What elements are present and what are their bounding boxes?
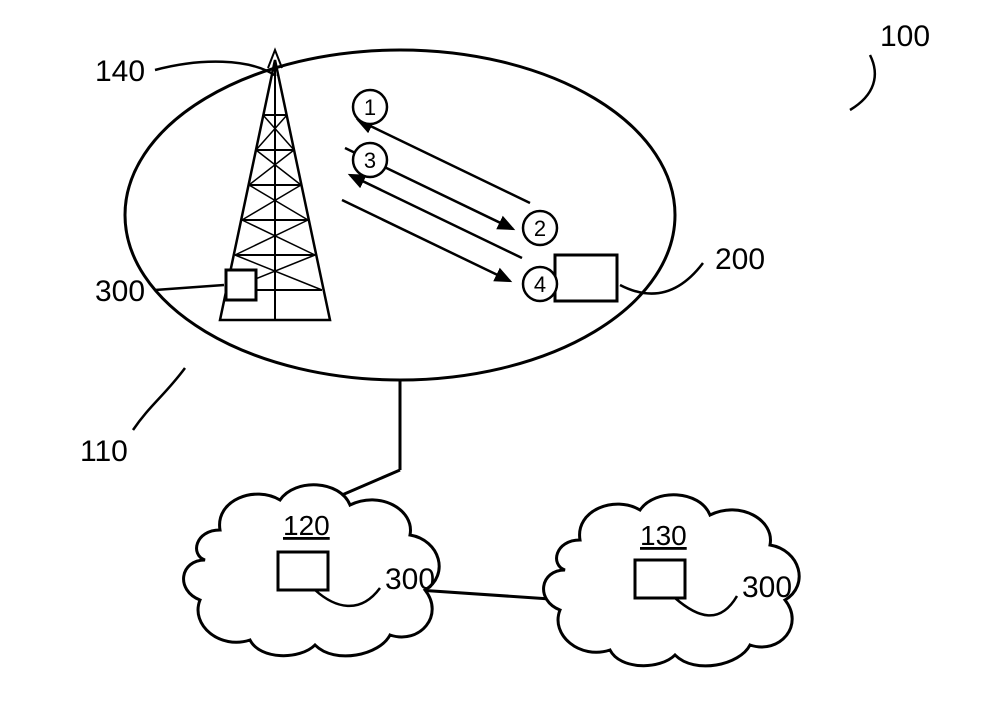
circled-2: 2 (523, 211, 557, 245)
label-cell: 110 (80, 435, 128, 469)
label-system: 100 (880, 20, 930, 54)
cloud-left-label: 120 (283, 510, 330, 541)
label-tower: 140 (95, 55, 145, 89)
circled-1: 1 (353, 90, 387, 124)
svg-text:3: 3 (364, 148, 376, 173)
svg-text:4: 4 (534, 272, 546, 297)
cloud-right-label: 130 (640, 520, 687, 551)
leader-system (850, 55, 875, 110)
circled-4: 4 (523, 267, 557, 301)
cell-ellipse (125, 50, 675, 380)
leader-base-box (155, 285, 224, 290)
cloud-left-box (278, 552, 328, 590)
circled-3: 3 (353, 143, 387, 177)
svg-text:2: 2 (534, 216, 546, 241)
label-base-box: 300 (95, 275, 145, 309)
label-cloud-right-box: 300 (742, 571, 792, 605)
svg-text:1: 1 (364, 95, 376, 120)
link-to-left-cloud (335, 470, 400, 498)
label-cloud-left-box: 300 (385, 563, 435, 597)
ue-box (555, 255, 617, 301)
leader-cell (133, 368, 185, 430)
base-station-box (226, 270, 256, 300)
cloud-right-box (635, 560, 685, 598)
label-ue-box: 200 (715, 243, 765, 277)
